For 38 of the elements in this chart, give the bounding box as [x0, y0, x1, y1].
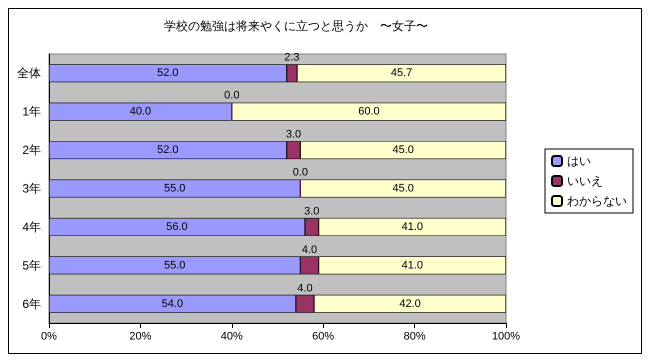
data-label: 52.0	[157, 144, 179, 156]
x-tick-label: 60%	[312, 330, 334, 342]
x-tick-label: 80%	[404, 330, 426, 342]
data-label: 60.0	[358, 106, 380, 118]
legend-label: わからない	[567, 194, 627, 208]
data-label: 42.0	[399, 298, 421, 310]
data-label: 0.0	[224, 90, 240, 102]
x-tick-label: 20%	[129, 330, 152, 342]
y-tick-label: 6年	[22, 296, 41, 311]
legend-label: いいえ	[567, 174, 603, 188]
data-label: 3.0	[304, 205, 320, 218]
data-label: 41.0	[402, 220, 424, 233]
data-label: 3.0	[286, 128, 302, 141]
data-label: 45.0	[392, 182, 414, 194]
legend-label: はい	[567, 154, 591, 168]
y-tick-label: 2年	[22, 143, 41, 158]
x-tick-label: 40%	[220, 330, 244, 342]
data-label: 55.0	[164, 259, 186, 272]
data-label: 52.0	[157, 67, 179, 80]
data-label: 40.0	[130, 106, 152, 118]
y-tick-label: 5年	[22, 258, 41, 272]
y-tick-label: 全体	[17, 66, 41, 80]
y-tick-label: 1年	[22, 104, 41, 119]
x-tick-label: 100%	[492, 330, 520, 342]
y-tick-label: 4年	[22, 220, 41, 234]
data-label: 0.0	[292, 166, 308, 178]
data-label: 2.3	[284, 52, 300, 64]
data-label: 45.0	[392, 144, 414, 156]
data-label: 4.0	[297, 282, 313, 294]
data-label: 4.0	[302, 244, 318, 256]
data-label: 45.7	[390, 67, 412, 80]
x-tick-label: 0%	[41, 330, 58, 342]
y-tick-label: 3年	[22, 182, 41, 196]
data-label: 55.0	[164, 182, 186, 194]
data-label: 54.0	[162, 298, 184, 310]
data-label: 56.0	[166, 220, 188, 233]
chart-title: 学校の勉強は将来やくに立つと思うか 〜女子〜	[164, 19, 428, 33]
data-label: 41.0	[402, 259, 424, 272]
